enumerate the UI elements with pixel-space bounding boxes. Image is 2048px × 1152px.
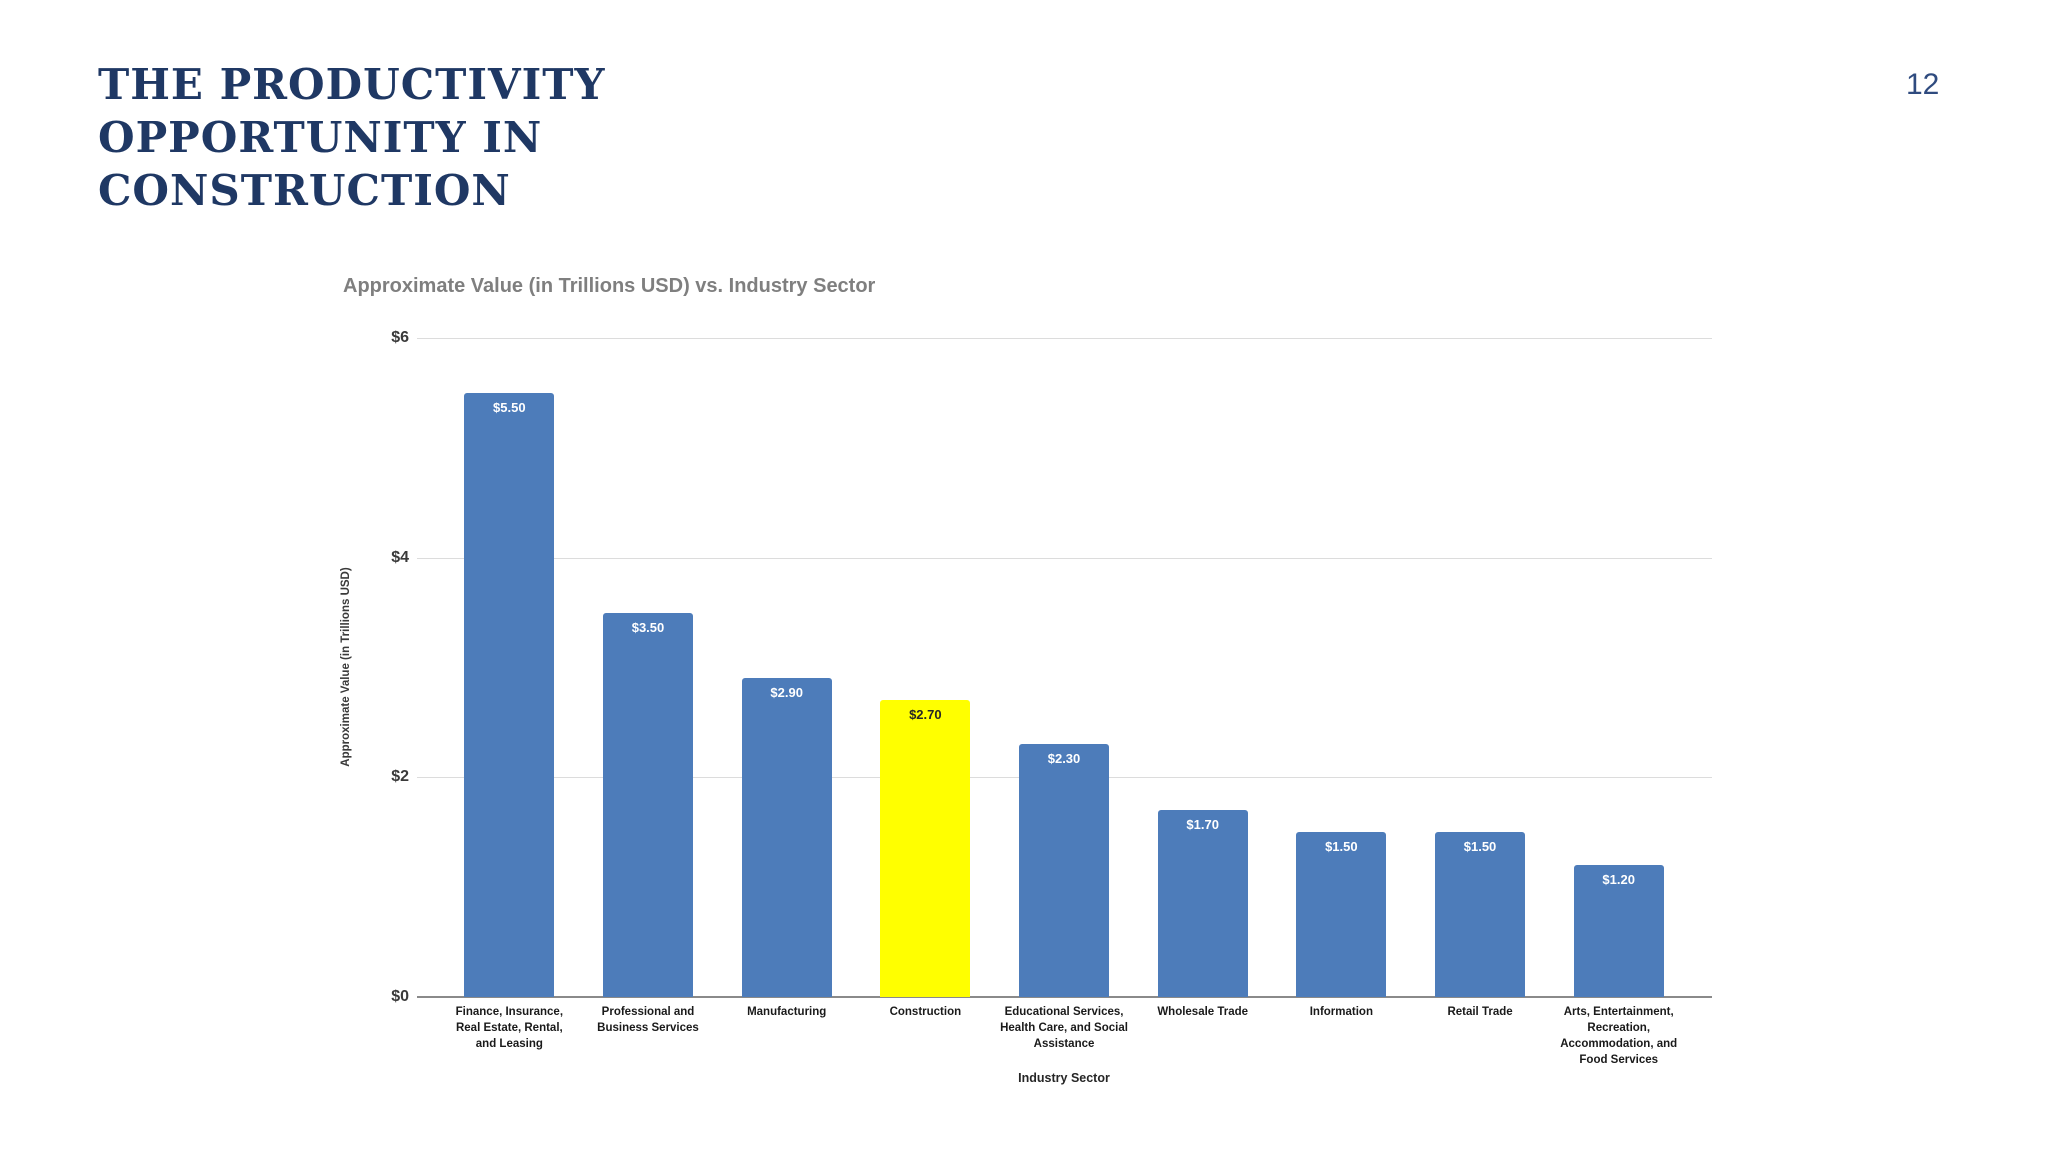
bar-slot: $1.70 — [1133, 338, 1272, 997]
y-tick-label: $6 — [391, 329, 409, 346]
bar: $1.70 — [1157, 810, 1248, 997]
bar-value-label: $1.20 — [1602, 872, 1635, 888]
x-tick-label: Educational Services, Health Care, and S… — [1000, 1006, 1128, 1050]
x-tick-label: Wholesale Trade — [1157, 1006, 1249, 1018]
bar-slot: $2.30 — [995, 338, 1134, 997]
y-tick-label: $4 — [391, 548, 409, 566]
x-tick-label: Manufacturing — [747, 1006, 827, 1018]
y-tick-label: $2 — [391, 768, 409, 786]
bar-slot: $3.50 — [579, 338, 718, 997]
chart-title: Approximate Value (in Trillions USD) vs.… — [343, 275, 876, 297]
bar-value-label: $2.70 — [909, 707, 942, 723]
bar: $2.30 — [1019, 744, 1110, 997]
x-axis-labels: Finance, Insurance, Real Estate, Rental,… — [440, 1004, 1688, 1068]
bar: $2.90 — [741, 678, 832, 997]
x-tick-label: Professional and Business Services — [597, 1006, 699, 1034]
bar-value-label: $2.90 — [770, 685, 803, 701]
bar-value-label: $5.50 — [493, 399, 526, 415]
x-tick-label: Retail Trade — [1447, 1006, 1513, 1018]
bar: $1.20 — [1573, 865, 1664, 997]
x-tick-label: Arts, Entertainment, Recreation, Accommo… — [1560, 1006, 1678, 1066]
bar: $5.50 — [464, 392, 555, 997]
bar-value-label: $1.50 — [1463, 839, 1497, 855]
bar-value-label: $1.70 — [1186, 817, 1219, 833]
bar-slot: $2.70 — [856, 338, 995, 997]
bar-slot: $5.50 — [440, 338, 579, 997]
page-number: 12 — [1906, 68, 1940, 101]
bar-value-label: $1.50 — [1325, 839, 1358, 855]
x-axis-title: Industry Sector — [1018, 1071, 1110, 1085]
bar-value-label: $2.30 — [1047, 751, 1081, 767]
bar: $3.50 — [603, 612, 693, 997]
gridline — [417, 338, 1712, 339]
x-tick-label: Construction — [889, 1006, 962, 1018]
bar: $1.50 — [1435, 832, 1526, 997]
y-tick-label: $0 — [391, 988, 409, 1005]
gridline — [417, 557, 1712, 559]
bar-value-label: $3.50 — [631, 619, 665, 635]
bar-slot: $1.50 — [1272, 338, 1411, 997]
bar: $1.50 — [1296, 832, 1387, 997]
bar-slot: $2.90 — [717, 338, 856, 997]
page-title: THE PRODUCTIVITY OPPORTUNITY IN CONSTRUC… — [98, 60, 606, 215]
bars-container: $5.50 $3.50 $2.90 $2.70 $2.30 $1.70 $1.50 $1.50… — [440, 338, 1688, 997]
plot-area: $5.50 $3.50 $2.90 $2.70 $2.30 $1.70 $1.50 $1.50… — [391, 329, 1712, 1005]
bar-slot: $1.50 — [1411, 338, 1550, 997]
x-tick-label: Finance, Insurance, Real Estate, Rental,… — [455, 1006, 564, 1050]
y-axis-title: Approximate Value (in Trillions USD) — [340, 567, 352, 767]
x-tick-label: Information — [1309, 1006, 1373, 1018]
bar-slot: $1.20 — [1549, 338, 1688, 997]
bar-highlighted: $2.70 — [880, 700, 971, 997]
x-axis-line — [417, 996, 1712, 998]
